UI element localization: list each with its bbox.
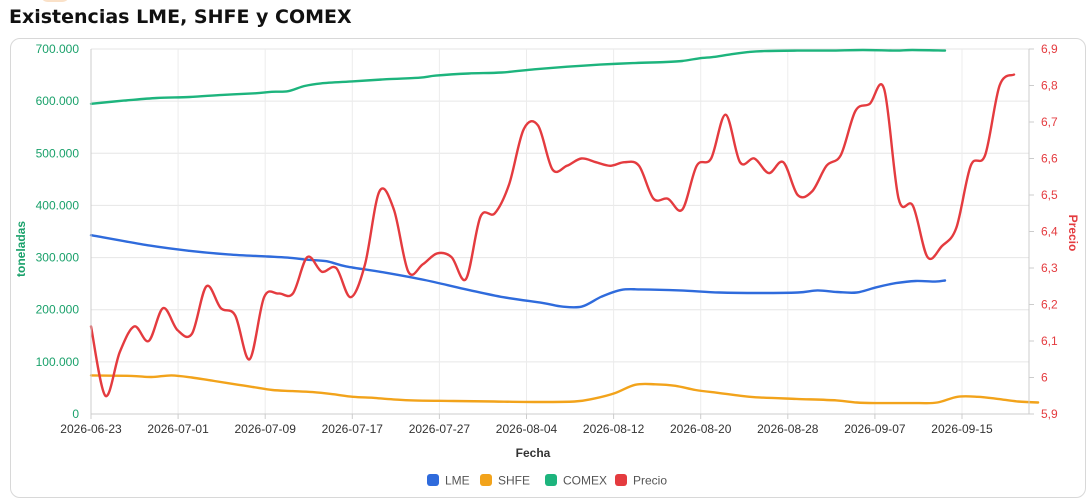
x-tick-label: 2026-06-23 [60, 422, 122, 436]
y-tick-label: 0 [72, 407, 79, 421]
legend-swatch-comex [545, 474, 557, 486]
y2-tick-label: 6 [1041, 371, 1048, 385]
stocks-chart: 0 100.000 200.000 300.000 400.000 500.000 600.… [14, 42, 1080, 488]
chart-card: 0 100.000 200.000 300.000 400.000 500.000 600.… [10, 38, 1086, 498]
y-tick-label: 300.000 [36, 251, 80, 265]
legend-swatch-shfe [480, 474, 492, 486]
y2-tick-label: 6,5 [1041, 188, 1058, 202]
x-tick-label: 2026-09-07 [844, 422, 906, 436]
y-tick-label: 600.000 [36, 94, 80, 108]
y-axis-title: toneladas [14, 221, 28, 277]
page-title: Existencias LME, SHFE y COMEX [9, 6, 352, 28]
y2-tick-label: 6,4 [1041, 225, 1058, 239]
x-tick-label: 2026-09-15 [931, 422, 993, 436]
series-line-comex [89, 48, 947, 105]
y-tick-label: 700.000 [36, 42, 80, 56]
series-line-lme [89, 234, 947, 309]
y2-axis-title: Precio [1066, 215, 1080, 252]
axis-layer: 0 100.000 200.000 300.000 400.000 500.000 600.… [36, 42, 1058, 436]
x-tick-label: 2026-08-04 [496, 422, 558, 436]
y2-tick-label: 6,6 [1041, 152, 1058, 166]
series-line-precio [89, 73, 1016, 398]
x-tick-label: 2026-07-27 [409, 422, 471, 436]
x-tick-label: 2026-07-09 [235, 422, 297, 436]
y-tick-label: 400.000 [36, 198, 80, 212]
legend-swatch-lme [427, 474, 439, 486]
y2-tick-label: 6,3 [1041, 261, 1058, 275]
y-tick-label: 200.000 [36, 303, 80, 317]
series-line-shfe [89, 374, 1040, 405]
y-tick-label: 500.000 [36, 146, 80, 160]
x-tick-label: 2026-07-17 [322, 422, 384, 436]
y2-tick-label: 6,7 [1041, 115, 1058, 129]
y2-tick-label: 6,2 [1041, 298, 1058, 312]
legend-label-shfe: SHFE [498, 474, 530, 488]
y-tick-label: 100.000 [36, 355, 80, 369]
legend-label-lme: LME [445, 474, 470, 488]
y2-tick-label: 6,8 [1041, 79, 1058, 93]
x-tick-label: 2026-07-01 [147, 422, 209, 436]
x-tick-label: 2026-08-20 [670, 422, 732, 436]
legend-label-precio: Precio [633, 474, 667, 488]
y2-tick-label: 6,9 [1041, 42, 1058, 56]
title-accent-decoration [40, 0, 70, 2]
x-tick-label: 2026-08-28 [757, 422, 819, 436]
grid-layer [90, 48, 1029, 415]
y2-tick-label: 5,9 [1041, 407, 1058, 421]
legend-label-comex: COMEX [563, 474, 607, 488]
y2-tick-label: 6,1 [1041, 334, 1058, 348]
x-tick-label: 2026-08-12 [583, 422, 645, 436]
x-axis-title: Fecha [516, 446, 551, 460]
legend: LME SHFE COMEX Precio [427, 474, 667, 488]
legend-swatch-precio [615, 474, 627, 486]
series-layer [89, 48, 1040, 405]
